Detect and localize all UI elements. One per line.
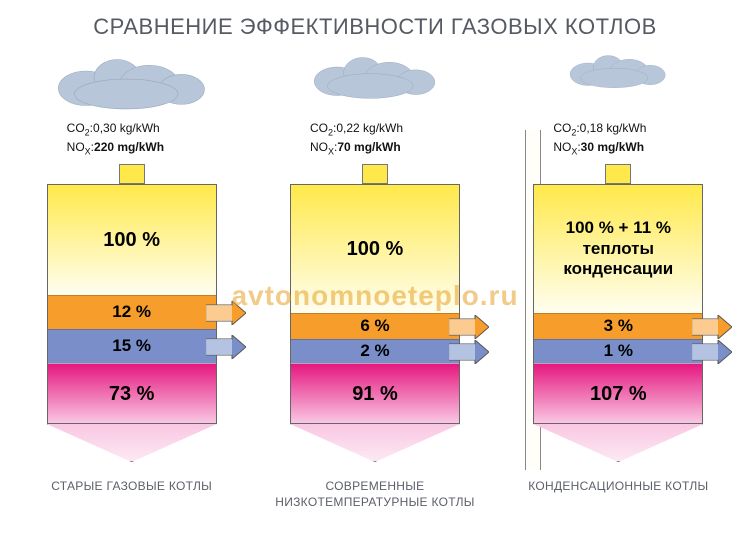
band-old-1: 12 % xyxy=(48,295,216,329)
boiler-columns: CO2: 0,30 kg/kWhNOX: 220 mg/kWh 100 % 12 %… xyxy=(0,48,750,510)
chimney xyxy=(362,164,388,184)
outlet-modern-2 xyxy=(449,340,489,364)
boiler-body-modern: 100 % 6 % 2 % 91 % xyxy=(290,164,460,462)
cloud-icon xyxy=(45,48,218,111)
co2-value: 0,30 kg/kWh xyxy=(93,121,160,135)
outlet-old-2 xyxy=(206,335,246,359)
boiler-col-modern: CO2: 0,22 kg/kWhNOX: 70 mg/kWh 100 % 6 % 2… xyxy=(265,48,485,510)
band-label-modern-2: 2 % xyxy=(360,341,389,361)
caption-condensing: КОНДЕНСАЦИОННЫЕ КОТЛЫ xyxy=(528,478,708,494)
band-old-2: 15 % xyxy=(48,329,216,363)
chimney xyxy=(605,164,631,184)
page-title: СРАВНЕНИЕ ЭФФЕКТИВНОСТИ ГАЗОВЫХ КОТЛОВ xyxy=(0,0,750,48)
outlet-old-1 xyxy=(206,301,246,325)
emissions-old: CO2: 0,30 kg/kWhNOX: 220 mg/kWh xyxy=(67,120,197,158)
band-label-condensing-0: 100 % + 11 % теплоты конденсации xyxy=(563,218,673,279)
band-modern-1: 6 % xyxy=(291,313,459,339)
band-label-condensing-2: 1 % xyxy=(604,341,633,361)
band-label-condensing-1: 3 % xyxy=(604,316,633,336)
emissions-modern: CO2: 0,22 kg/kWhNOX: 70 mg/kWh xyxy=(310,120,440,158)
band-label-modern-1: 6 % xyxy=(360,316,389,336)
cloud-icon xyxy=(562,48,675,89)
outlet-condensing-2 xyxy=(692,340,732,364)
band-condensing-1: 3 % xyxy=(534,313,702,339)
boiler-funnel-condensing xyxy=(533,424,703,462)
caption-old: СТАРЫЕ ГАЗОВЫЕ КОТЛЫ xyxy=(51,478,212,494)
band-label-old-2: 15 % xyxy=(112,336,151,356)
outlet-modern-1 xyxy=(449,315,489,339)
band-condensing-0: 100 % + 11 % теплоты конденсации xyxy=(534,185,702,313)
band-label-condensing-3: 107 % xyxy=(590,382,647,406)
band-old-3: 73 % xyxy=(48,363,216,423)
cloud-icon xyxy=(304,48,447,100)
nox-value: 70 mg/kWh xyxy=(337,140,400,154)
nox-value: 220 mg/kWh xyxy=(94,140,164,154)
band-label-modern-3: 91 % xyxy=(352,382,398,406)
band-label-old-0: 100 % xyxy=(103,228,160,252)
boiler-col-condensing: CO2: 0,18 kg/kWhNOX: 30 mg/kWh 100 % + 11… xyxy=(508,48,728,510)
band-modern-2: 2 % xyxy=(291,339,459,363)
band-label-old-3: 73 % xyxy=(109,382,155,406)
band-modern-3: 91 % xyxy=(291,363,459,423)
band-modern-0: 100 % xyxy=(291,185,459,313)
nox-value: 30 mg/kWh xyxy=(581,140,644,154)
boiler-col-old: CO2: 0,30 kg/kWhNOX: 220 mg/kWh 100 % 12 %… xyxy=(22,48,242,510)
band-condensing-3: 107 % xyxy=(534,363,702,423)
band-label-modern-0: 100 % xyxy=(347,237,404,261)
co2-value: 0,18 kg/kWh xyxy=(580,121,647,135)
boiler-funnel-old xyxy=(47,424,217,462)
outlet-condensing-1 xyxy=(692,315,732,339)
boiler-body-condensing: 100 % + 11 % теплоты конденсации3 % 1 % … xyxy=(533,164,703,462)
band-label-old-1: 12 % xyxy=(112,302,151,322)
chimney xyxy=(119,164,145,184)
co2-value: 0,22 kg/kWh xyxy=(336,121,403,135)
band-condensing-2: 1 % xyxy=(534,339,702,363)
caption-modern: СОВРЕМЕННЫЕНИЗКОТЕМПЕРАТУРНЫЕ КОТЛЫ xyxy=(275,478,475,510)
boiler-body-old: 100 % 12 % 15 % 73 % xyxy=(47,164,217,462)
boiler-funnel-modern xyxy=(290,424,460,462)
band-old-0: 100 % xyxy=(48,185,216,295)
emissions-condensing: CO2: 0,18 kg/kWhNOX: 30 mg/kWh xyxy=(553,120,683,158)
